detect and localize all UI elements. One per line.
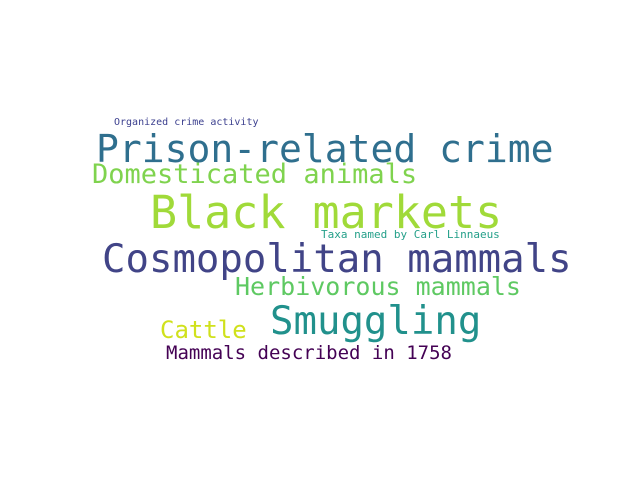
word-domesticated-animals: Domesticated animals xyxy=(92,159,418,190)
word-taxa-named-by-carl-linnaeus: Taxa named by Carl Linnaeus xyxy=(321,228,500,241)
word-mammals-described-in-1758: Mammals described in 1758 xyxy=(166,342,452,364)
word-herbivorous-mammals: Herbivorous mammals xyxy=(235,272,521,301)
word-cosmopolitan-mammals: Cosmopolitan mammals xyxy=(102,237,572,282)
word-cattle: Cattle xyxy=(160,316,247,344)
word-smuggling: Smuggling xyxy=(270,299,482,344)
word-black-markets: Black markets xyxy=(150,186,503,239)
word-prison-related-crime: Prison-related crime xyxy=(96,127,554,171)
word-organized-crime-activity: Organized crime activity xyxy=(114,117,259,128)
